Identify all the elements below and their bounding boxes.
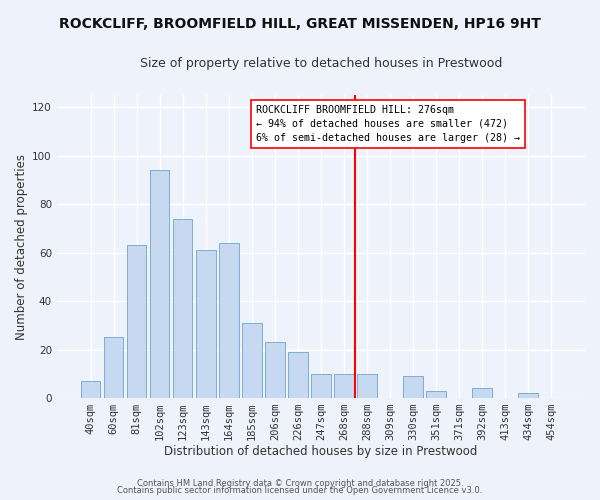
Bar (127, 246, 146, 398)
Bar (426, 390, 446, 398)
Bar (173, 219, 193, 398)
Bar (104, 338, 124, 398)
Text: ROCKCLIFF, BROOMFIELD HILL, GREAT MISSENDEN, HP16 9HT: ROCKCLIFF, BROOMFIELD HILL, GREAT MISSEN… (59, 18, 541, 32)
Bar (403, 376, 423, 398)
Bar (472, 388, 492, 398)
Text: Contains HM Land Registry data © Crown copyright and database right 2025.: Contains HM Land Registry data © Crown c… (137, 478, 463, 488)
Bar (311, 374, 331, 398)
Bar (288, 352, 308, 398)
Y-axis label: Number of detached properties: Number of detached properties (15, 154, 28, 340)
Text: Contains public sector information licensed under the Open Government Licence v3: Contains public sector information licen… (118, 486, 482, 495)
Title: Size of property relative to detached houses in Prestwood: Size of property relative to detached ho… (140, 58, 502, 70)
Text: ROCKCLIFF BROOMFIELD HILL: 276sqm
← 94% of detached houses are smaller (472)
6% : ROCKCLIFF BROOMFIELD HILL: 276sqm ← 94% … (256, 105, 520, 143)
Bar (219, 243, 239, 398)
Bar (150, 170, 169, 398)
Bar (334, 374, 354, 398)
X-axis label: Distribution of detached houses by size in Prestwood: Distribution of detached houses by size … (164, 444, 478, 458)
Bar (518, 393, 538, 398)
Bar (265, 342, 284, 398)
Bar (81, 381, 100, 398)
Bar (196, 250, 215, 398)
Bar (242, 323, 262, 398)
Bar (357, 374, 377, 398)
